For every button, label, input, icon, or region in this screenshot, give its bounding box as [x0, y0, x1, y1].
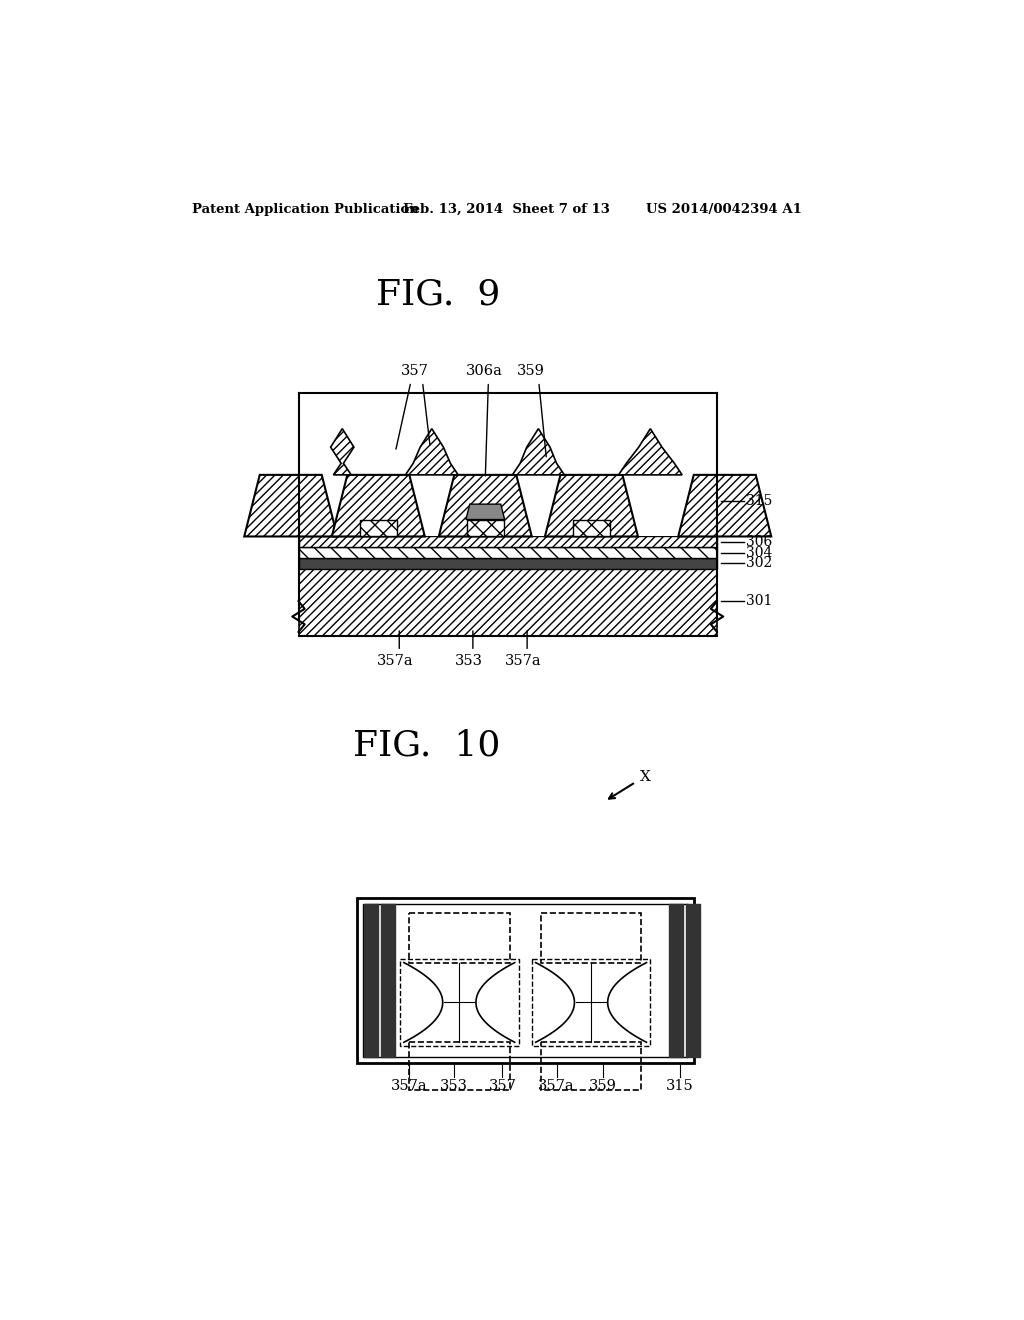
Text: 315: 315: [666, 1078, 693, 1093]
Text: 359: 359: [589, 1078, 617, 1093]
Text: 302: 302: [746, 557, 773, 570]
Polygon shape: [332, 475, 425, 536]
Text: 304: 304: [746, 545, 773, 560]
Text: 315: 315: [746, 494, 773, 508]
Polygon shape: [331, 429, 354, 475]
Text: FIG.  10: FIG. 10: [352, 729, 500, 762]
Polygon shape: [299, 548, 717, 558]
Polygon shape: [299, 558, 717, 569]
Polygon shape: [466, 504, 505, 520]
Text: 306: 306: [746, 535, 773, 549]
Polygon shape: [618, 429, 682, 475]
Text: Patent Application Publication: Patent Application Publication: [191, 203, 418, 216]
Polygon shape: [572, 520, 610, 536]
Polygon shape: [245, 475, 337, 536]
Text: 357a: 357a: [377, 653, 414, 668]
Polygon shape: [299, 569, 717, 636]
Polygon shape: [467, 520, 504, 536]
Text: 359: 359: [517, 364, 545, 378]
Polygon shape: [359, 520, 397, 536]
Text: 357a: 357a: [539, 1078, 574, 1093]
Text: 306a: 306a: [466, 364, 503, 378]
Polygon shape: [299, 536, 717, 548]
Polygon shape: [438, 475, 531, 536]
Polygon shape: [545, 475, 638, 536]
Text: 357: 357: [488, 1078, 516, 1093]
Polygon shape: [406, 429, 458, 475]
Polygon shape: [512, 429, 564, 475]
Polygon shape: [678, 475, 771, 536]
Polygon shape: [299, 483, 717, 536]
Text: 353: 353: [455, 653, 483, 668]
Text: 357a: 357a: [505, 653, 542, 668]
Text: FIG.  9: FIG. 9: [376, 277, 500, 312]
Text: 301: 301: [746, 594, 773, 609]
Text: 353: 353: [439, 1078, 468, 1093]
Text: 357a: 357a: [391, 1078, 428, 1093]
Text: US 2014/0042394 A1: US 2014/0042394 A1: [646, 203, 802, 216]
Text: Feb. 13, 2014  Sheet 7 of 13: Feb. 13, 2014 Sheet 7 of 13: [403, 203, 610, 216]
Text: X: X: [640, 770, 651, 784]
Polygon shape: [356, 898, 693, 1063]
Text: 357: 357: [400, 364, 429, 378]
